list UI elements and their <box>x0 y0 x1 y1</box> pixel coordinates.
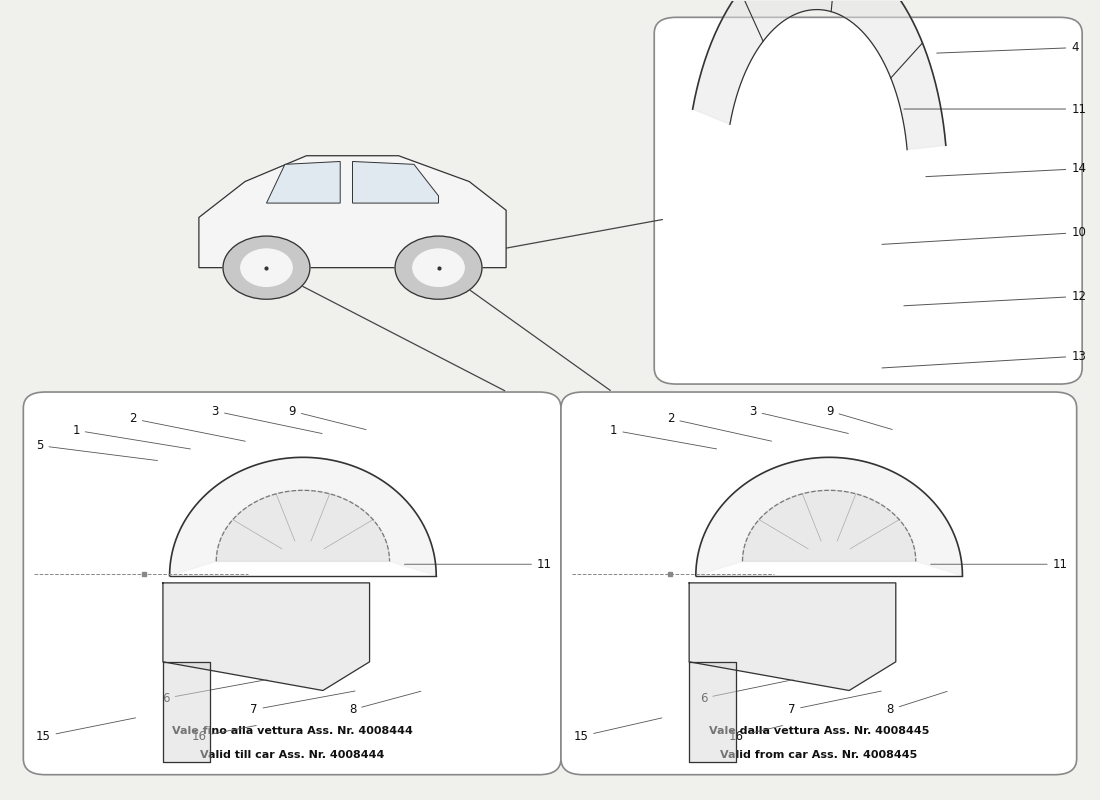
Text: 8: 8 <box>887 691 947 716</box>
Polygon shape <box>690 662 736 762</box>
Circle shape <box>241 249 293 286</box>
Text: 13: 13 <box>882 350 1086 368</box>
Polygon shape <box>696 458 962 576</box>
Text: 2: 2 <box>667 412 771 441</box>
Text: 9: 9 <box>826 405 892 430</box>
Polygon shape <box>693 0 946 150</box>
Polygon shape <box>199 156 506 268</box>
FancyBboxPatch shape <box>23 392 561 774</box>
Text: Vale fino alla vettura Ass. Nr. 4008444: Vale fino alla vettura Ass. Nr. 4008444 <box>172 726 412 736</box>
Polygon shape <box>352 162 439 203</box>
Text: 7: 7 <box>250 691 355 716</box>
FancyBboxPatch shape <box>561 392 1077 774</box>
Text: 16: 16 <box>729 726 782 743</box>
Text: 3: 3 <box>211 405 322 434</box>
Polygon shape <box>690 583 895 690</box>
Text: 1: 1 <box>73 424 190 449</box>
Text: 9: 9 <box>288 405 366 430</box>
Text: 11: 11 <box>405 558 552 570</box>
Text: 16: 16 <box>191 726 256 743</box>
Text: 15: 15 <box>35 718 135 743</box>
Text: Valid from car Ass. Nr. 4008445: Valid from car Ass. Nr. 4008445 <box>720 750 917 760</box>
Polygon shape <box>163 662 210 762</box>
Text: 10: 10 <box>882 226 1086 244</box>
Circle shape <box>223 236 310 299</box>
Text: 12: 12 <box>904 290 1086 306</box>
Text: 14: 14 <box>926 162 1086 177</box>
Polygon shape <box>163 583 370 690</box>
Text: 6: 6 <box>162 679 267 705</box>
Text: 11: 11 <box>931 558 1068 570</box>
FancyBboxPatch shape <box>654 18 1082 384</box>
Circle shape <box>395 236 482 299</box>
Polygon shape <box>742 490 916 562</box>
Text: 11: 11 <box>904 102 1086 115</box>
Text: 6: 6 <box>700 679 793 705</box>
Text: 5: 5 <box>36 439 157 461</box>
Text: 2: 2 <box>130 412 245 442</box>
Text: 15: 15 <box>573 718 662 743</box>
Text: 4: 4 <box>937 41 1079 54</box>
Polygon shape <box>266 162 340 203</box>
Text: 7: 7 <box>788 691 881 716</box>
Text: Vale dalla vettura Ass. Nr. 4008445: Vale dalla vettura Ass. Nr. 4008445 <box>708 726 930 736</box>
Circle shape <box>412 249 464 286</box>
Polygon shape <box>217 490 389 562</box>
Text: Valid till car Ass. Nr. 4008444: Valid till car Ass. Nr. 4008444 <box>200 750 384 760</box>
Polygon shape <box>169 458 437 576</box>
Text: 3: 3 <box>749 405 848 434</box>
Text: 8: 8 <box>349 691 421 716</box>
Text: 1: 1 <box>609 424 717 449</box>
